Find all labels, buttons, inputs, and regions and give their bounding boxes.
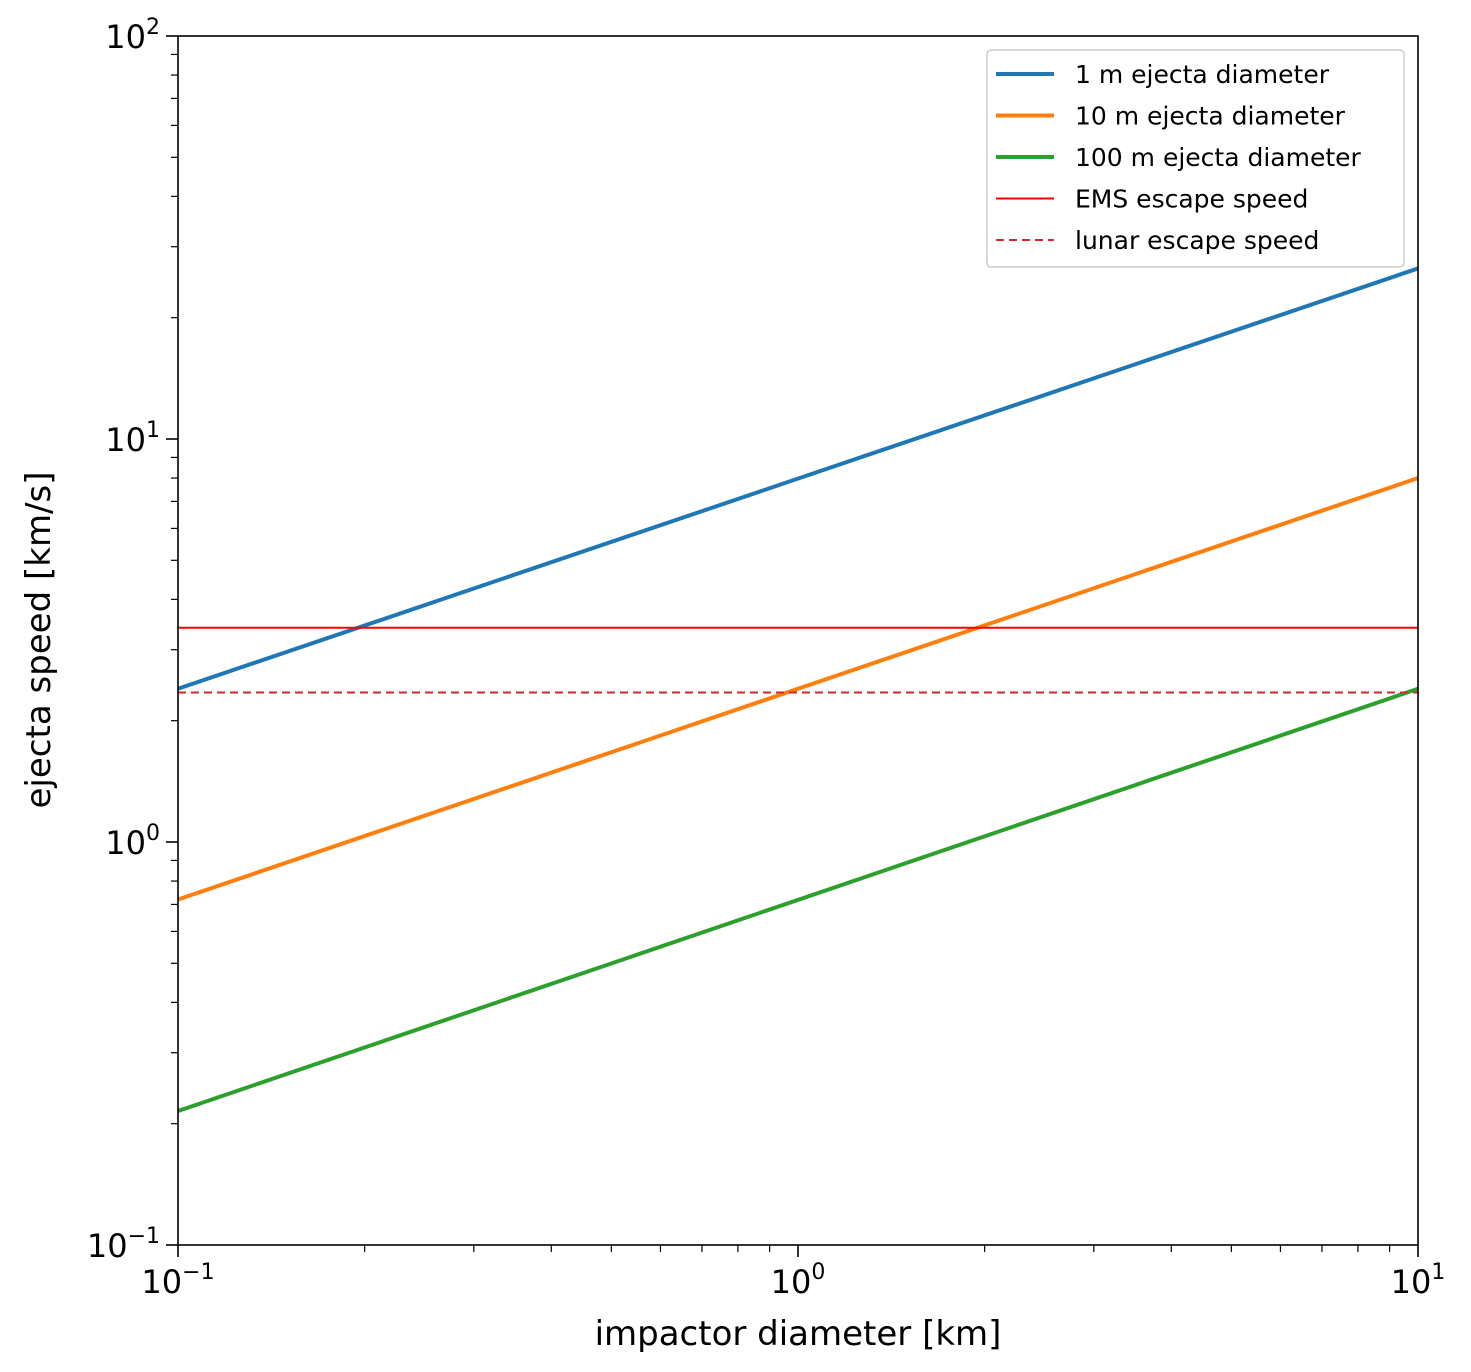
y-axis-label: ejecta speed [km/s]: [19, 472, 59, 809]
tick-labels: 10−1 100 101 10−1 100 101 102: [87, 15, 1446, 1301]
y-tick-label: 100: [105, 821, 160, 862]
series-layer: [177, 266, 1419, 1113]
legend-label-2: 10 m ejecta diameter: [1075, 102, 1346, 131]
y-tick-label: 10−1: [87, 1224, 160, 1265]
plot-frame: [177, 35, 1419, 1246]
series-line-1: [177, 266, 1419, 691]
legend: 1 m ejecta diameter 10 m ejecta diameter 1…: [986, 49, 1405, 268]
legend-label-5: lunar escape speed: [1075, 226, 1319, 255]
x-tick-label: 10−1: [141, 1260, 214, 1301]
x-tick-label: 101: [1391, 1260, 1446, 1301]
legend-label-3: 100 m ejecta diameter: [1075, 143, 1362, 172]
series-line-3: [177, 686, 1419, 1113]
series-line-2: [177, 476, 1419, 902]
major-ticks: [166, 35, 1419, 1257]
minor-ticks: [171, 53, 1391, 1252]
x-tick-label: 100: [771, 1260, 826, 1301]
legend-label-4: EMS escape speed: [1075, 185, 1308, 214]
legend-label-1: 1 m ejecta diameter: [1075, 60, 1330, 89]
legend-box: [986, 49, 1405, 268]
y-tick-label: 102: [105, 15, 160, 56]
y-tick-label: 101: [105, 418, 160, 459]
x-axis-label: impactor diameter [km]: [595, 1314, 1002, 1354]
